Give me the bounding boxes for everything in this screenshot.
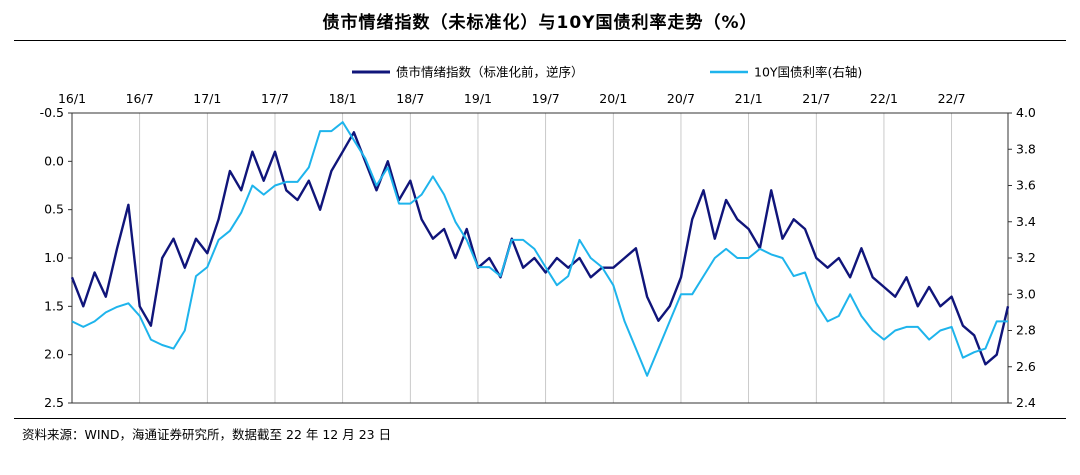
legend: 债市情绪指数（标准化前，逆序） 10Y国债利率(右轴) — [352, 65, 862, 80]
x-tick-label: 16/1 — [58, 91, 86, 106]
y-right-tick-label: 3.4 — [1016, 214, 1036, 229]
x-tick-label: 16/7 — [126, 91, 154, 106]
x-tick-label: 21/7 — [802, 91, 830, 106]
y-left-tick-label: 1.5 — [44, 298, 64, 313]
y-right-tick-label: 4.0 — [1016, 105, 1036, 120]
y-left-tick-label: 0.0 — [44, 153, 64, 168]
x-tick-label: 18/7 — [396, 91, 424, 106]
y-left-tick-label: 2.0 — [44, 347, 64, 362]
y-right-tick-label: 3.0 — [1016, 286, 1036, 301]
x-tick-label: 19/1 — [464, 91, 492, 106]
y-right-tick-label: 3.6 — [1016, 178, 1036, 193]
x-tick-label: 21/1 — [735, 91, 763, 106]
y-right-tick-label: 2.4 — [1016, 395, 1036, 410]
legend-label-sentiment: 债市情绪指数（标准化前，逆序） — [396, 65, 584, 80]
x-tick-label: 17/1 — [193, 91, 221, 106]
x-tick-label: 19/7 — [532, 91, 560, 106]
y-left-tick-label: 1.0 — [44, 250, 64, 265]
y-right-tick-label: 3.8 — [1016, 141, 1036, 156]
x-tick-label: 20/1 — [599, 91, 627, 106]
chart-title: 债市情绪指数（未标准化）与10Y国债利率走势（%） — [322, 13, 758, 33]
treasury-yield-line — [71, 121, 1008, 377]
x-tick-label: 20/7 — [667, 91, 695, 106]
bottom-rule — [14, 418, 1066, 419]
sentiment-index-line — [70, 131, 1010, 366]
y-right-tick-label: 3.2 — [1016, 250, 1036, 265]
top-rule — [14, 40, 1066, 41]
y-left-tick-label: 2.5 — [44, 395, 64, 410]
x-tick-label: 22/7 — [938, 91, 966, 106]
source-note: 资料来源：WIND，海通证券研究所，数据截至 22 年 12 月 23 日 — [22, 427, 392, 442]
legend-label-yield: 10Y国债利率(右轴) — [754, 65, 862, 80]
chart-svg: 16/1 16/7 17/1 17/7 18/1 18/7 19/1 19/7 20/1 20/7… — [40, 65, 1036, 411]
y-right-tick-label: 2.8 — [1016, 323, 1036, 338]
x-tick-label: 18/1 — [329, 91, 357, 106]
y-left-tick-label: 0.5 — [44, 202, 64, 217]
x-tick-label: 17/7 — [261, 91, 289, 106]
y-left-tick-label: -0.5 — [40, 105, 64, 120]
x-tick-label: 22/1 — [870, 91, 898, 106]
y-right-tick-label: 2.6 — [1016, 359, 1036, 374]
